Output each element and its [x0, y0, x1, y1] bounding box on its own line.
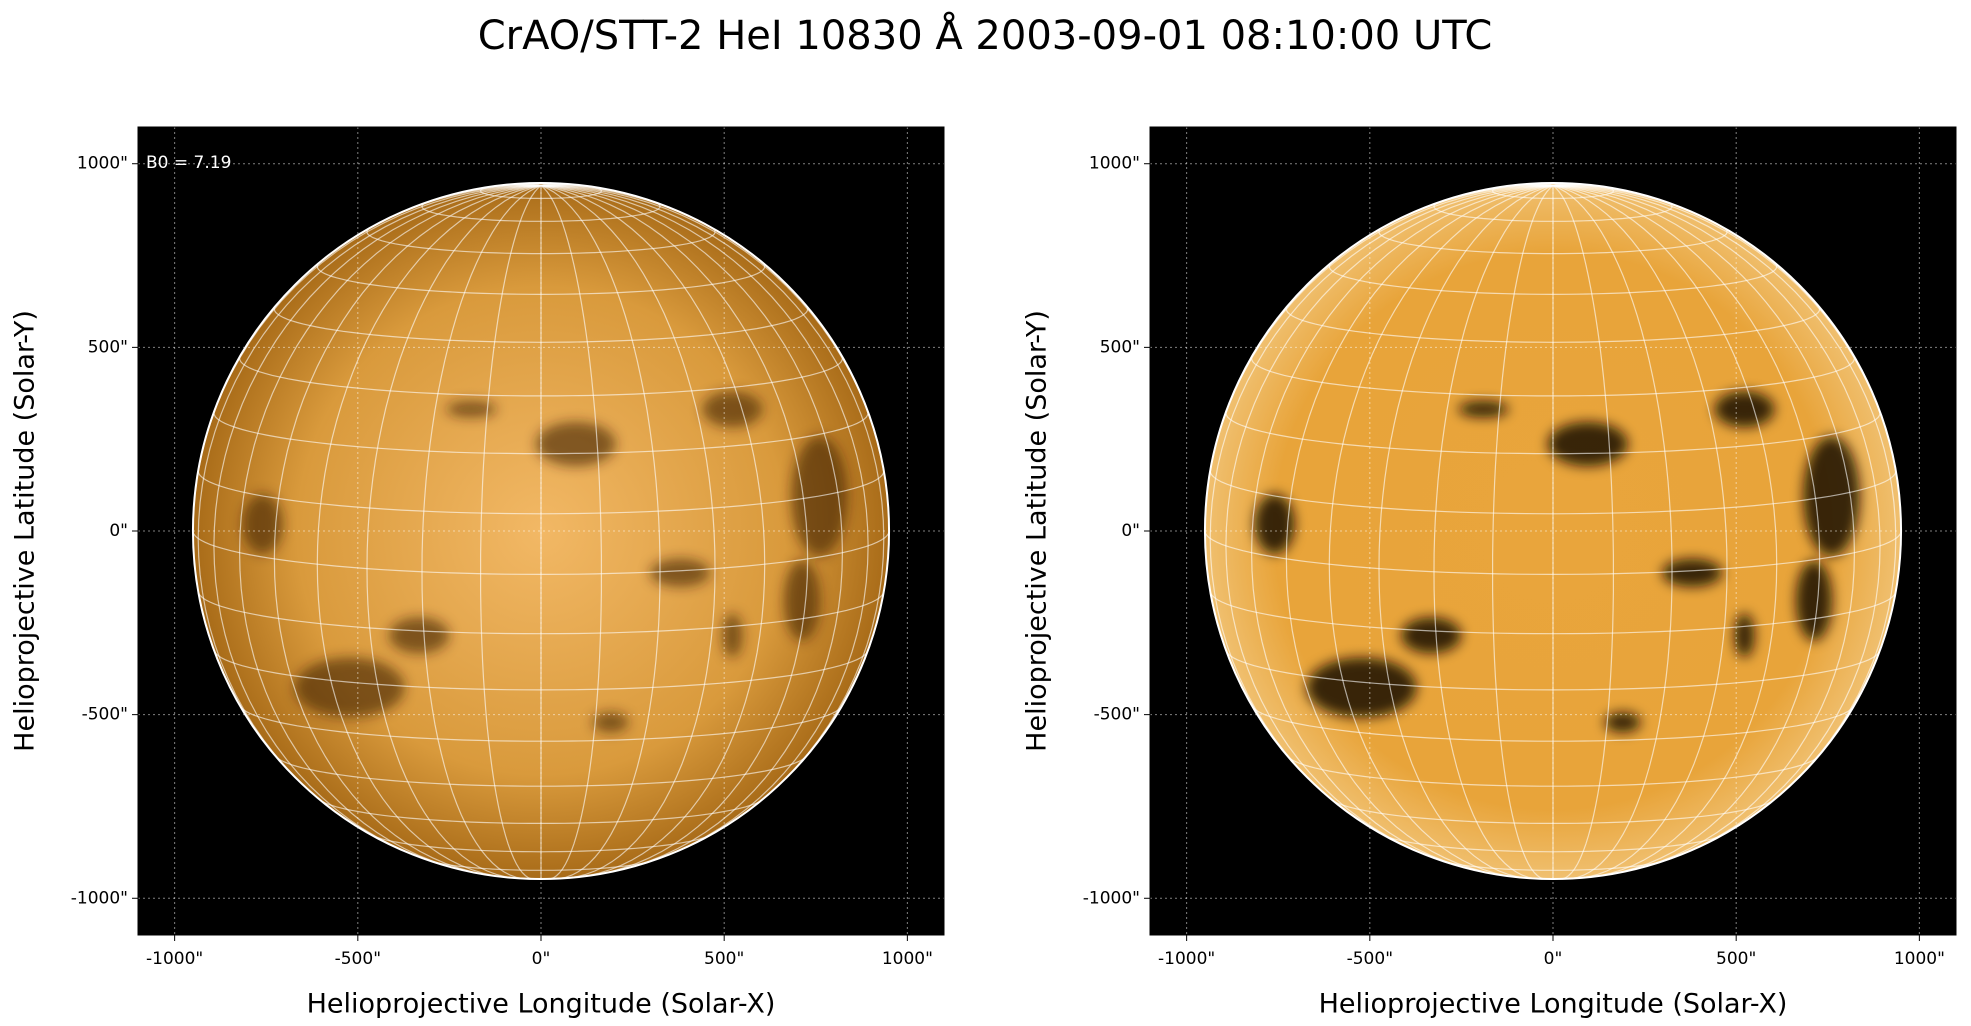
dark-feature [1401, 617, 1462, 654]
heliographic-grid [1250, 185, 1554, 871]
heliographic-grid [1552, 185, 1856, 871]
panel: -1000" -500" 0" 500" 1000" -1000" -500" 0" 500" 1… [1022, 126, 1957, 1020]
x-tick-label: 0" [532, 949, 551, 969]
features [242, 391, 848, 733]
y-tick-label: -1000" [71, 888, 128, 908]
annotation: B0 = 7.19 [146, 153, 231, 173]
heliographic-grid [1552, 185, 1881, 860]
dark-feature [650, 558, 711, 587]
axes-frame [1149, 126, 1957, 936]
dark-feature [446, 401, 497, 418]
heliographic-grid [366, 185, 542, 879]
dark-feature [535, 421, 616, 466]
y-tick-label: 500" [1100, 337, 1140, 357]
x-axis-label: Helioprojective Longitude (Solar-X) [1319, 989, 1788, 1020]
y-tick-label: 500" [88, 337, 128, 357]
heliographic-grid [1552, 185, 1728, 879]
x-tick-label: 1000" [1894, 949, 1945, 969]
y-tick-label: 0" [1121, 521, 1140, 541]
dark-feature [1547, 421, 1628, 466]
heliographic-grid [1552, 185, 1614, 880]
heliographic-grid [1552, 185, 1673, 880]
dark-feature [1734, 613, 1755, 658]
heliographic-grid [1209, 185, 1554, 816]
heliographic-grid [1433, 185, 1554, 880]
y-tick-label: -500" [1094, 705, 1140, 725]
heliographic-grid [540, 185, 885, 816]
figure-title: CrAO/STT-2 HeI 10830 Å 2003-09-01 08:10:… [478, 11, 1493, 59]
dark-feature [1662, 558, 1723, 587]
dark-feature [1458, 401, 1509, 418]
x-tick-label: 1000" [882, 949, 933, 969]
heliographic-grid [421, 185, 542, 880]
heliographic-grid [1378, 185, 1554, 879]
x-axis-label: Helioprojective Longitude (Solar-X) [307, 989, 776, 1020]
dark-feature [1604, 712, 1641, 733]
heliographic-grid [480, 185, 542, 880]
y-tick-label: -1000" [1083, 888, 1140, 908]
dark-feature [722, 613, 743, 658]
heliographic-grid [213, 185, 542, 860]
heliographic-grid [1552, 185, 1821, 876]
dark-feature [1796, 560, 1833, 641]
heliographic-grid [1552, 185, 1897, 816]
x-tick-label: -1000" [1158, 949, 1215, 969]
heliographic-grid [540, 185, 766, 877]
axes-frame [137, 126, 945, 936]
x-tick-label: -500" [1347, 949, 1393, 969]
dark-feature [592, 712, 629, 733]
dark-feature [242, 494, 283, 555]
x-tick-label: 500" [1716, 949, 1756, 969]
dark-feature [1714, 391, 1775, 428]
y-tick-label: -500" [82, 705, 128, 725]
heliographic-grid [540, 185, 716, 879]
x-tick-label: -500" [335, 949, 381, 969]
y-axis-label: Helioprojective Latitude (Solar-Y) [1022, 310, 1053, 752]
heliographic-grid [540, 185, 602, 880]
dark-feature [294, 657, 405, 718]
heliographic-grid [540, 185, 809, 876]
heliographic-grid [1225, 185, 1554, 860]
dark-feature [1306, 657, 1417, 718]
dark-feature [702, 391, 763, 428]
heliographic-grid [238, 185, 542, 871]
heliographic-grid [1492, 185, 1554, 880]
heliographic-grid [1552, 185, 1778, 877]
x-tick-label: 500" [704, 949, 744, 969]
heliographic-grid [540, 185, 869, 860]
y-tick-label: 0" [109, 521, 128, 541]
x-tick-label: -1000" [146, 949, 203, 969]
y-axis-label: Helioprojective Latitude (Solar-Y) [10, 310, 41, 752]
heliographic-grid [1285, 185, 1554, 876]
dark-feature [389, 617, 450, 654]
heliographic-grid [273, 185, 542, 876]
panel: -1000" -500" 0" 500" 1000" -1000" -500" 0" 500" 1… [10, 126, 945, 1020]
heliographic-grid [197, 185, 542, 816]
heliographic-grid [540, 185, 844, 871]
dark-feature [1254, 494, 1295, 555]
heliographic-grid [316, 185, 542, 877]
dark-feature [784, 560, 821, 641]
y-tick-label: 1000" [1089, 154, 1140, 174]
heliographic-grid [1328, 185, 1554, 877]
y-tick-label: 1000" [77, 154, 128, 174]
x-tick-label: 0" [1544, 949, 1563, 969]
heliographic-grid [540, 185, 661, 880]
